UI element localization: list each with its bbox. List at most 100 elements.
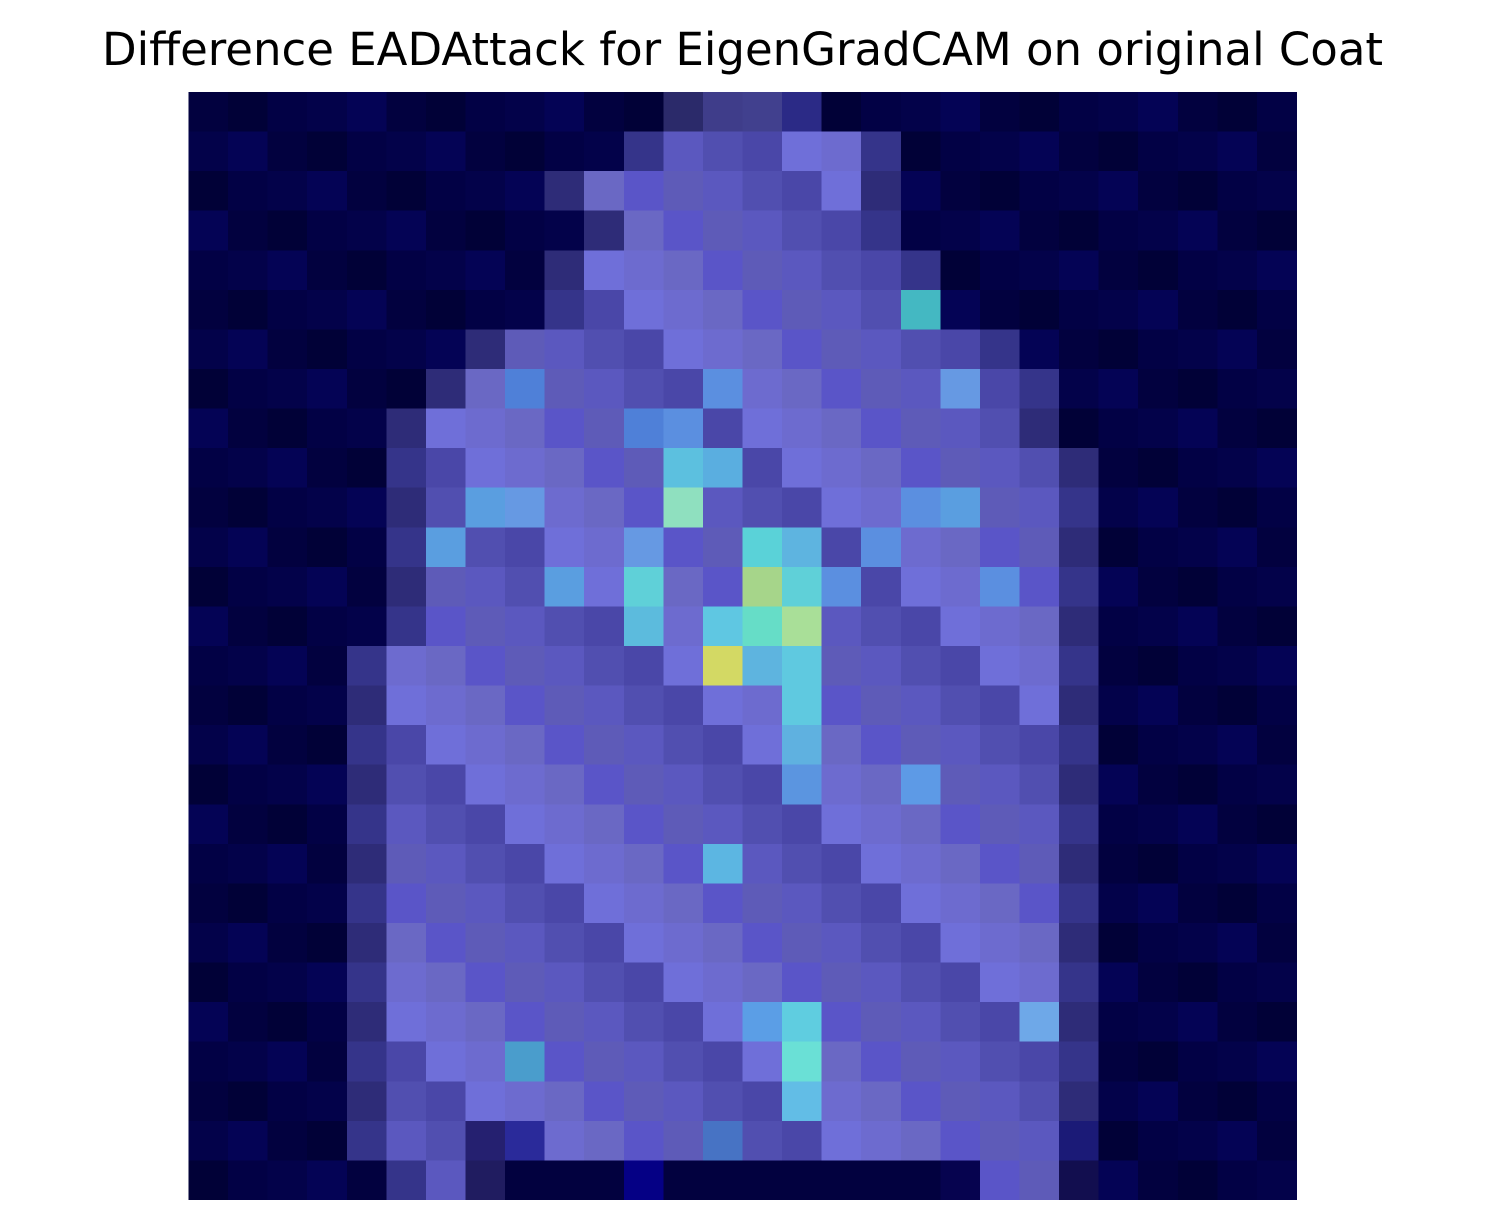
heatmap-cell: [1256, 843, 1297, 885]
heatmap-cell: [1256, 1081, 1297, 1122]
heatmap-cell: [1256, 804, 1297, 845]
heatmap-cell: [1217, 764, 1258, 806]
heatmap-cell: [307, 369, 348, 410]
heatmap-cell: [505, 1120, 546, 1162]
heatmap-cell: [584, 92, 625, 133]
heatmap-cell: [505, 210, 546, 252]
heatmap-cell: [1138, 804, 1179, 845]
heatmap-cell: [1059, 1120, 1100, 1162]
heatmap-cell: [505, 1002, 546, 1043]
heatmap-cell: [742, 1120, 783, 1162]
heatmap-cell: [425, 685, 467, 726]
heatmap-cell: [821, 369, 863, 410]
heatmap-cell: [307, 606, 348, 647]
heatmap-cell: [307, 1002, 348, 1043]
heatmap-cell: [940, 962, 981, 1003]
heatmap-cell: [623, 566, 665, 608]
heatmap-cell: [346, 725, 388, 766]
heatmap-cell: [702, 883, 744, 924]
heatmap-cell: [1098, 1160, 1140, 1200]
heatmap-cell: [1256, 606, 1297, 647]
heatmap-cell: [188, 1081, 229, 1122]
heatmap-cell: [425, 487, 467, 529]
heatmap-cell: [188, 646, 229, 687]
heatmap-cell: [465, 171, 506, 212]
heatmap-cell: [425, 606, 467, 647]
heatmap-cell: [900, 92, 942, 133]
heatmap-cell: [1059, 843, 1100, 885]
heatmap-cell: [1177, 487, 1219, 529]
heatmap-cell: [1138, 448, 1179, 489]
heatmap-cell: [1217, 566, 1258, 608]
heatmap-cell: [979, 606, 1021, 647]
heatmap-cell: [979, 646, 1021, 687]
heatmap-cell: [1138, 171, 1179, 212]
heatmap-cell: [386, 210, 427, 252]
heatmap-cell: [267, 329, 309, 370]
heatmap-cell: [505, 92, 546, 133]
heatmap-cell: [1256, 527, 1297, 568]
heatmap-cell: [307, 843, 348, 885]
heatmap-cell: [742, 923, 783, 964]
heatmap-cell: [663, 923, 704, 964]
heatmap-cell: [821, 329, 863, 370]
heatmap-cell: [623, 487, 665, 529]
heatmap-cell: [228, 289, 269, 331]
heatmap-cell: [702, 646, 744, 687]
heatmap-cell: [307, 171, 348, 212]
heatmap-cell: [267, 725, 309, 766]
heatmap-cell: [821, 527, 863, 568]
heatmap-cell: [900, 725, 942, 766]
heatmap-cell: [702, 210, 744, 252]
heatmap-cell: [1059, 448, 1100, 489]
heatmap-cell: [425, 923, 467, 964]
heatmap-cell: [1019, 1160, 1060, 1200]
heatmap-cell: [861, 962, 902, 1003]
heatmap-cell: [742, 289, 783, 331]
heatmap-cell: [584, 1081, 625, 1122]
heatmap-cell: [307, 883, 348, 924]
heatmap-cell: [188, 1002, 229, 1043]
heatmap-cell: [1138, 210, 1179, 252]
heatmap-cell: [623, 131, 665, 172]
heatmap-cell: [1138, 289, 1179, 331]
heatmap-cell: [979, 804, 1021, 845]
heatmap-cell: [1217, 685, 1258, 726]
heatmap-cell: [425, 764, 467, 806]
heatmap-cell: [267, 1160, 309, 1200]
heatmap-cell: [465, 210, 506, 252]
heatmap-cell: [979, 92, 1021, 133]
heatmap-cell: [505, 843, 546, 885]
heatmap-cell: [1256, 962, 1297, 1003]
heatmap-cell: [663, 369, 704, 410]
heatmap-cell: [623, 250, 665, 291]
heatmap-cell: [663, 92, 704, 133]
heatmap-cell: [228, 685, 269, 726]
heatmap-cell: [544, 646, 586, 687]
heatmap-cell: [979, 962, 1021, 1003]
heatmap-cell: [1138, 1002, 1179, 1043]
heatmap-cell: [900, 1160, 942, 1200]
heatmap-cell: [465, 923, 506, 964]
heatmap-cell: [821, 1081, 863, 1122]
heatmap-cell: [228, 329, 269, 370]
heatmap-cell: [861, 1160, 902, 1200]
heatmap-cell: [1138, 1120, 1179, 1162]
heatmap-cell: [465, 646, 506, 687]
heatmap-cell: [821, 566, 863, 608]
heatmap-cell: [267, 92, 309, 133]
heatmap-cell: [861, 408, 902, 449]
heatmap-cell: [702, 606, 744, 647]
heatmap-cell: [1217, 843, 1258, 885]
heatmap-cell: [1138, 883, 1179, 924]
heatmap-cell: [1177, 329, 1219, 370]
heatmap-cell: [1098, 566, 1140, 608]
heatmap-cell: [188, 962, 229, 1003]
heatmap-cell: [1098, 804, 1140, 845]
heatmap-cell: [742, 883, 783, 924]
heatmap-cell: [505, 1081, 546, 1122]
heatmap-cell: [465, 92, 506, 133]
heatmap-cell: [465, 764, 506, 806]
heatmap-cell: [900, 289, 942, 331]
heatmap-cell: [623, 408, 665, 449]
